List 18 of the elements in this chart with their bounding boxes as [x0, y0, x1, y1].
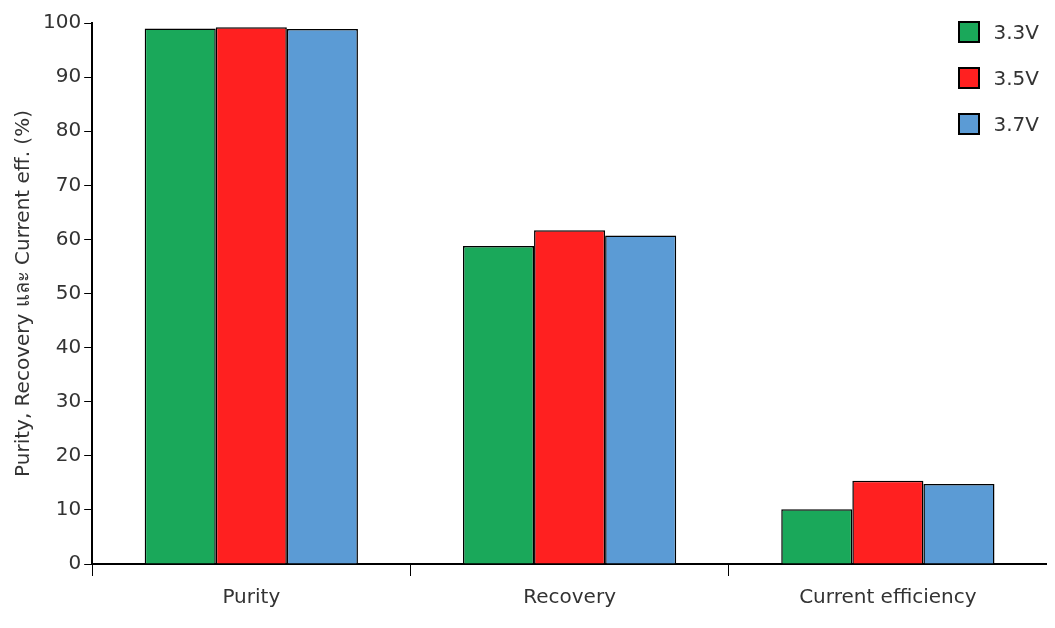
x-tick-label: Current efficiency [799, 584, 977, 609]
y-tick-label: 10 [55, 496, 82, 521]
y-tick-label: 40 [55, 333, 82, 358]
y-tick-label: 20 [55, 442, 82, 466]
y-tick-label: 100 [42, 9, 82, 34]
y-tick-label: 0 [68, 550, 82, 575]
y-tick-label: 90 [55, 63, 82, 88]
y-axis-title: Purity, Recovery และ Current eff. (%) [10, 110, 35, 477]
legend-label: 3.7V [993, 112, 1039, 136]
y-tick-label: 30 [55, 387, 82, 412]
y-tick-label: 60 [55, 225, 82, 250]
legend-label: 3.3V [993, 20, 1039, 44]
legend-label: 3.5V [993, 66, 1039, 90]
x-tick-label: Purity [222, 584, 281, 609]
y-tick-label: 50 [55, 279, 82, 304]
x-tick-label: Recovery [523, 584, 617, 609]
y-tick-label: 80 [55, 117, 82, 142]
y-tick-label: 70 [55, 171, 82, 196]
